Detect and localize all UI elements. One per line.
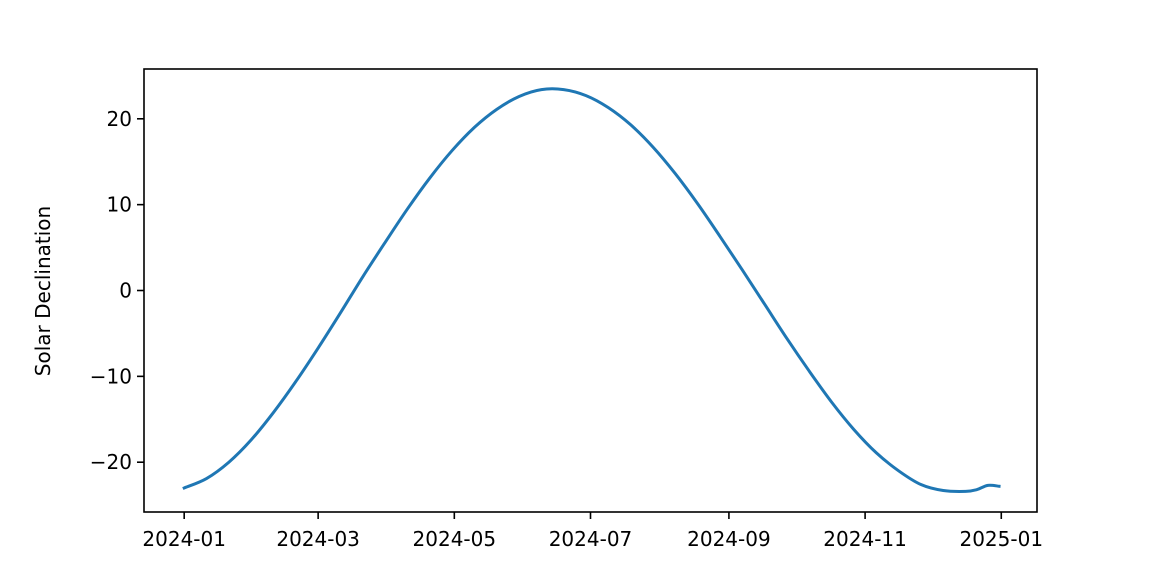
y-axis: 20 10 0 −10 −20 xyxy=(90,107,144,474)
y-tick-label: 10 xyxy=(107,193,132,217)
x-tick-label: 2024-07 xyxy=(549,527,633,551)
x-tick-label: 2025-01 xyxy=(959,527,1043,551)
plot-area xyxy=(182,87,1001,493)
axes-frame xyxy=(143,68,1038,513)
x-axis: 2024-01 2024-03 2024-05 2024-07 2024-09 2024-… xyxy=(142,512,1043,551)
y-tick-label: −10 xyxy=(90,364,132,388)
x-tick-label: 2024-05 xyxy=(413,527,497,551)
x-tick-label: 2024-11 xyxy=(823,527,907,551)
y-axis-label: Solar Declination xyxy=(31,206,55,376)
x-tick-label: 2024-03 xyxy=(276,527,360,551)
y-tick-label: −20 xyxy=(90,450,132,474)
y-tick-label: 0 xyxy=(119,279,132,303)
x-tick-label: 2024-01 xyxy=(142,527,226,551)
x-tick-label: 2024-09 xyxy=(687,527,771,551)
declination-series-line-0 xyxy=(182,87,1001,493)
y-tick-label: 20 xyxy=(107,107,132,131)
